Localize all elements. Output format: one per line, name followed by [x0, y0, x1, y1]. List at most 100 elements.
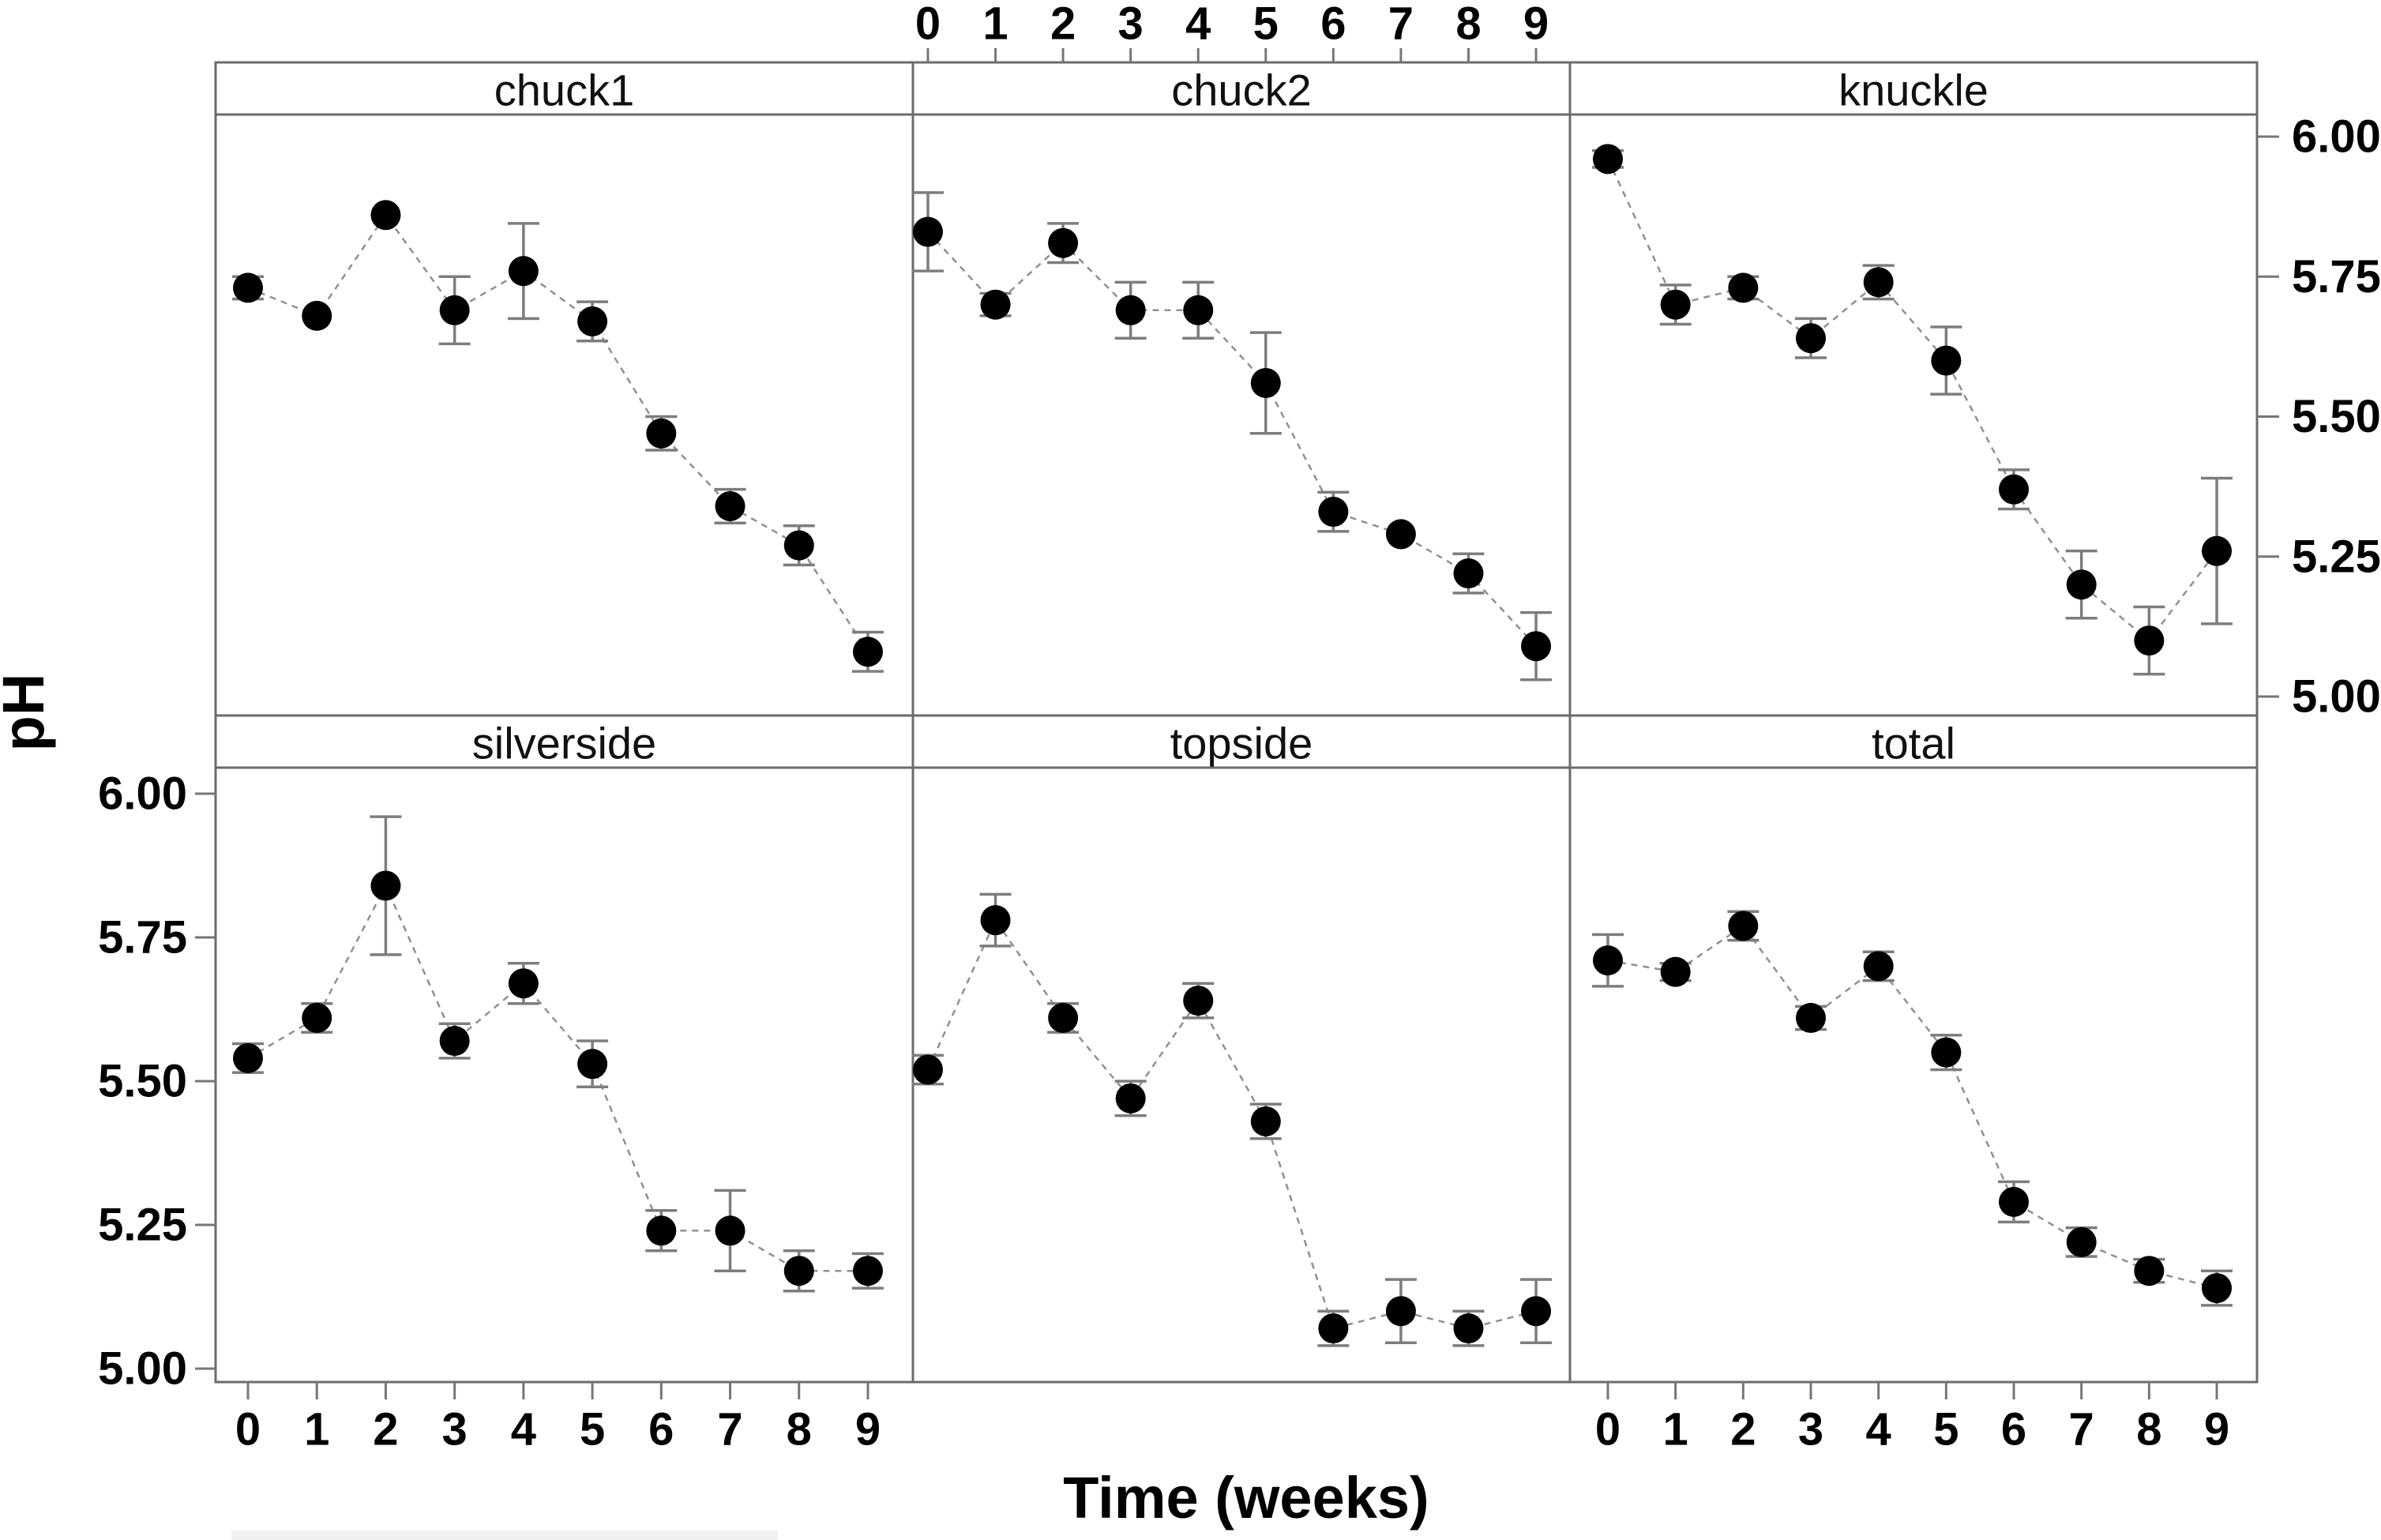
data-point: [508, 968, 539, 999]
top-tick-label: 4: [1185, 0, 1211, 50]
bottom-tick-label: 3: [442, 1404, 468, 1455]
data-point: [2134, 625, 2165, 656]
data-point: [1728, 272, 1759, 303]
panel-strip: [1568, 61, 2259, 116]
data-point: [1660, 289, 1691, 320]
data-point: [1728, 911, 1759, 941]
bottom-tick-label: 1: [1663, 1404, 1688, 1455]
panel-title: chuck2: [1171, 66, 1311, 115]
data-point: [2066, 1226, 2097, 1257]
panel-title: total: [1872, 719, 1955, 768]
data-point: [2066, 569, 2097, 600]
right-tick-label: 6.00: [2292, 111, 2381, 163]
bottom-tick-label: 9: [855, 1404, 881, 1455]
axes-layer: 0 1 2 3 4 5 6 7 8 90 1 2 3 4 5 6 7 8 9 0 1 2 3 4 5 6 7 8 96.005.755.…: [98, 0, 2381, 1455]
panel-plot-area: [214, 113, 914, 717]
panel-chuck1: chuck1: [214, 61, 914, 717]
data-point: [1318, 1313, 1349, 1344]
panel-plot-area: [911, 113, 1572, 717]
bottom-tick-label: 6: [648, 1404, 674, 1455]
data-point: [1796, 323, 1827, 354]
bottom-tick-label: 0: [235, 1404, 261, 1455]
panel-total: total: [1568, 714, 2259, 1384]
bottom-tick-label: 8: [2136, 1404, 2161, 1455]
data-point: [715, 490, 745, 521]
left-tick-label: 5.25: [98, 1200, 187, 1251]
data-point: [852, 1256, 883, 1286]
panel-plot-area: [911, 766, 1572, 1384]
panel-strip: [1568, 714, 2259, 769]
panel-silverside: silverside: [214, 714, 914, 1384]
data-point: [1863, 951, 1894, 982]
data-point: [233, 1042, 263, 1073]
bottom-tick-label: 0: [1595, 1404, 1621, 1455]
data-point: [1931, 345, 1962, 376]
y-axis-title: pH: [0, 674, 56, 752]
data-point: [439, 1026, 470, 1057]
bottom-tick-label: 8: [787, 1404, 812, 1455]
data-point: [1250, 367, 1281, 398]
data-point: [577, 306, 608, 336]
data-point: [913, 1054, 943, 1085]
data-point: [233, 272, 263, 303]
data-point: [913, 216, 943, 247]
data-point: [439, 295, 470, 325]
data-point: [1048, 227, 1079, 258]
data-point: [1660, 956, 1691, 987]
data-point: [508, 256, 539, 287]
series-line: [1607, 924, 2218, 1290]
panel-title: chuck1: [494, 66, 634, 115]
bottom-tick-label: 2: [373, 1404, 398, 1455]
x-axis-title: Time (weeks): [1063, 1465, 1429, 1531]
top-tick-label: 2: [1050, 0, 1076, 50]
panel-title: topside: [1170, 719, 1313, 768]
data-point: [1593, 945, 1623, 976]
data-point: [1115, 1083, 1146, 1114]
data-point: [715, 1215, 745, 1246]
bottom-tick-label: 5: [580, 1404, 605, 1455]
data-point: [1931, 1037, 1962, 1068]
data-point: [1999, 1186, 2030, 1217]
data-point: [1385, 1296, 1416, 1327]
right-tick-label: 5.00: [2292, 671, 2381, 723]
data-point: [783, 530, 814, 561]
series-line: [247, 213, 869, 652]
left-tick-label: 6.00: [98, 768, 187, 820]
data-point: [1115, 295, 1146, 325]
data-point: [1250, 1106, 1281, 1136]
bottom-tick-label: 7: [2069, 1404, 2094, 1455]
data-point: [1453, 1313, 1484, 1344]
data-point: [370, 200, 401, 231]
panel-title: silverside: [472, 719, 656, 768]
data-point: [302, 1002, 332, 1033]
data-point: [302, 300, 332, 331]
bottom-tick-label: 4: [1866, 1404, 1891, 1455]
panel-title: knuckle: [1838, 66, 1989, 115]
bottom-tick-label: 2: [1730, 1404, 1756, 1455]
left-tick-label: 5.50: [98, 1056, 187, 1107]
bottom-tick-label: 1: [304, 1404, 329, 1455]
panel-knuckle: knuckle: [1568, 61, 2259, 717]
panel-plot-area: [1568, 766, 2259, 1384]
data-point: [1863, 267, 1894, 298]
top-tick-label: 6: [1320, 0, 1346, 50]
bottom-tick-label: 4: [511, 1404, 536, 1455]
data-point: [1318, 497, 1349, 528]
top-tick-label: 8: [1455, 0, 1481, 50]
top-tick-label: 0: [915, 0, 941, 50]
data-point: [2202, 1273, 2233, 1304]
data-point: [1385, 519, 1416, 550]
panel-plot-area: [1568, 113, 2259, 717]
data-point: [1183, 986, 1214, 1016]
bottom-tick-label: 9: [2204, 1404, 2229, 1455]
data-point: [783, 1256, 814, 1286]
series-line: [247, 883, 868, 1272]
data-point: [980, 289, 1011, 320]
data-point: [1048, 1002, 1079, 1033]
series-line: [1606, 158, 2218, 642]
right-tick-label: 5.50: [2292, 391, 2381, 442]
data-point: [852, 637, 883, 667]
data-point: [1521, 1296, 1552, 1327]
